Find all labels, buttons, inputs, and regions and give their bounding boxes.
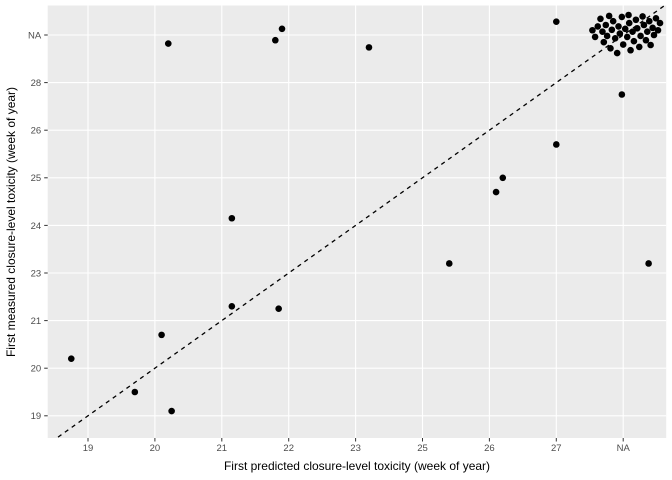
x-tick-label: 26 bbox=[484, 443, 495, 454]
na-cluster-point bbox=[608, 26, 616, 34]
y-tick-label: 20 bbox=[31, 364, 42, 375]
gridlines bbox=[47, 5, 667, 438]
na-cluster-point bbox=[642, 36, 650, 44]
na-cluster-point bbox=[635, 43, 643, 51]
y-tick-label: 28 bbox=[31, 78, 42, 89]
x-tick-label: 25 bbox=[417, 443, 428, 454]
data-point bbox=[158, 331, 165, 339]
y-tick-label: 21 bbox=[31, 316, 42, 327]
na-cluster-point bbox=[632, 16, 640, 24]
na-cluster-point bbox=[599, 28, 606, 35]
plot-panel bbox=[47, 5, 667, 438]
na-cluster-point bbox=[637, 32, 644, 40]
x-axis-title: First predicted closure-level toxicity (… bbox=[224, 459, 490, 473]
na-cluster-point bbox=[643, 28, 651, 35]
na-cluster-point bbox=[630, 37, 638, 45]
na-cluster-point bbox=[615, 23, 622, 30]
na-cluster-point bbox=[613, 49, 621, 57]
data-point bbox=[168, 407, 175, 415]
x-tick-label: 20 bbox=[150, 443, 161, 454]
na-cluster-point bbox=[656, 19, 664, 27]
na-cluster-point bbox=[654, 26, 662, 34]
identity-dashed-line bbox=[57, 5, 665, 438]
y-axis-title: First measured closure-level toxicity (w… bbox=[4, 87, 18, 357]
data-point bbox=[618, 91, 626, 98]
na-cluster-point bbox=[647, 41, 654, 49]
data-point bbox=[228, 303, 236, 310]
x-tick-label: NA bbox=[617, 443, 631, 454]
na-cluster-point bbox=[625, 11, 632, 19]
na-cluster-point bbox=[652, 15, 660, 22]
axis-tick-marks bbox=[44, 34, 624, 442]
data-point bbox=[131, 388, 139, 396]
data-point bbox=[553, 18, 560, 25]
data-point bbox=[553, 141, 560, 148]
x-tick-label: 23 bbox=[350, 443, 361, 454]
na-cluster-point bbox=[627, 46, 634, 54]
na-cluster-point bbox=[619, 41, 627, 48]
scatter-points bbox=[67, 11, 664, 415]
na-cluster-point bbox=[600, 38, 608, 46]
na-cluster-point bbox=[589, 26, 596, 34]
x-axis-tick-labels: 19 20 21 22 23 25 26 27 NA bbox=[83, 443, 631, 454]
data-point bbox=[365, 44, 373, 51]
data-point bbox=[67, 355, 75, 362]
data-point bbox=[445, 260, 453, 267]
na-cluster-point bbox=[597, 15, 604, 23]
na-cluster-point bbox=[618, 13, 626, 21]
na-cluster-point bbox=[602, 21, 610, 29]
na-cluster-point bbox=[607, 45, 614, 52]
data-point bbox=[499, 174, 507, 182]
data-point bbox=[275, 305, 282, 313]
na-cluster-point bbox=[611, 35, 619, 42]
x-tick-label: 22 bbox=[283, 443, 294, 454]
na-cluster-point bbox=[621, 25, 629, 33]
na-cluster-point bbox=[605, 12, 613, 20]
na-cluster-point bbox=[650, 31, 658, 39]
na-cluster-point bbox=[616, 30, 624, 37]
y-tick-label: NA bbox=[28, 30, 42, 41]
na-cluster-point bbox=[649, 24, 656, 32]
data-point bbox=[164, 40, 172, 47]
na-cluster-point bbox=[640, 21, 648, 29]
na-cluster-point bbox=[594, 23, 602, 30]
na-cluster-point bbox=[639, 13, 646, 20]
data-point bbox=[492, 188, 500, 196]
y-tick-label: 19 bbox=[31, 411, 42, 422]
x-tick-label: 19 bbox=[83, 443, 94, 454]
data-point bbox=[272, 36, 279, 44]
y-axis-tick-labels: 19 20 21 23 24 25 26 28 NA bbox=[28, 30, 42, 422]
x-tick-label: 27 bbox=[551, 443, 562, 454]
na-cluster-point bbox=[633, 25, 641, 32]
na-cluster-point bbox=[645, 17, 653, 25]
na-cluster-point bbox=[625, 19, 633, 27]
na-cluster-point bbox=[623, 33, 631, 41]
y-tick-label: 23 bbox=[31, 268, 42, 279]
data-point bbox=[278, 25, 286, 33]
data-point bbox=[645, 260, 652, 267]
y-tick-label: 26 bbox=[31, 126, 42, 137]
na-cluster-point bbox=[591, 33, 599, 41]
data-point bbox=[228, 214, 236, 222]
na-cluster-point bbox=[609, 17, 617, 25]
y-tick-label: 25 bbox=[31, 173, 42, 184]
x-tick-label: 21 bbox=[217, 443, 228, 454]
na-cluster-point bbox=[603, 32, 611, 40]
y-tick-label: 24 bbox=[31, 221, 42, 232]
na-cluster-point bbox=[629, 28, 636, 35]
